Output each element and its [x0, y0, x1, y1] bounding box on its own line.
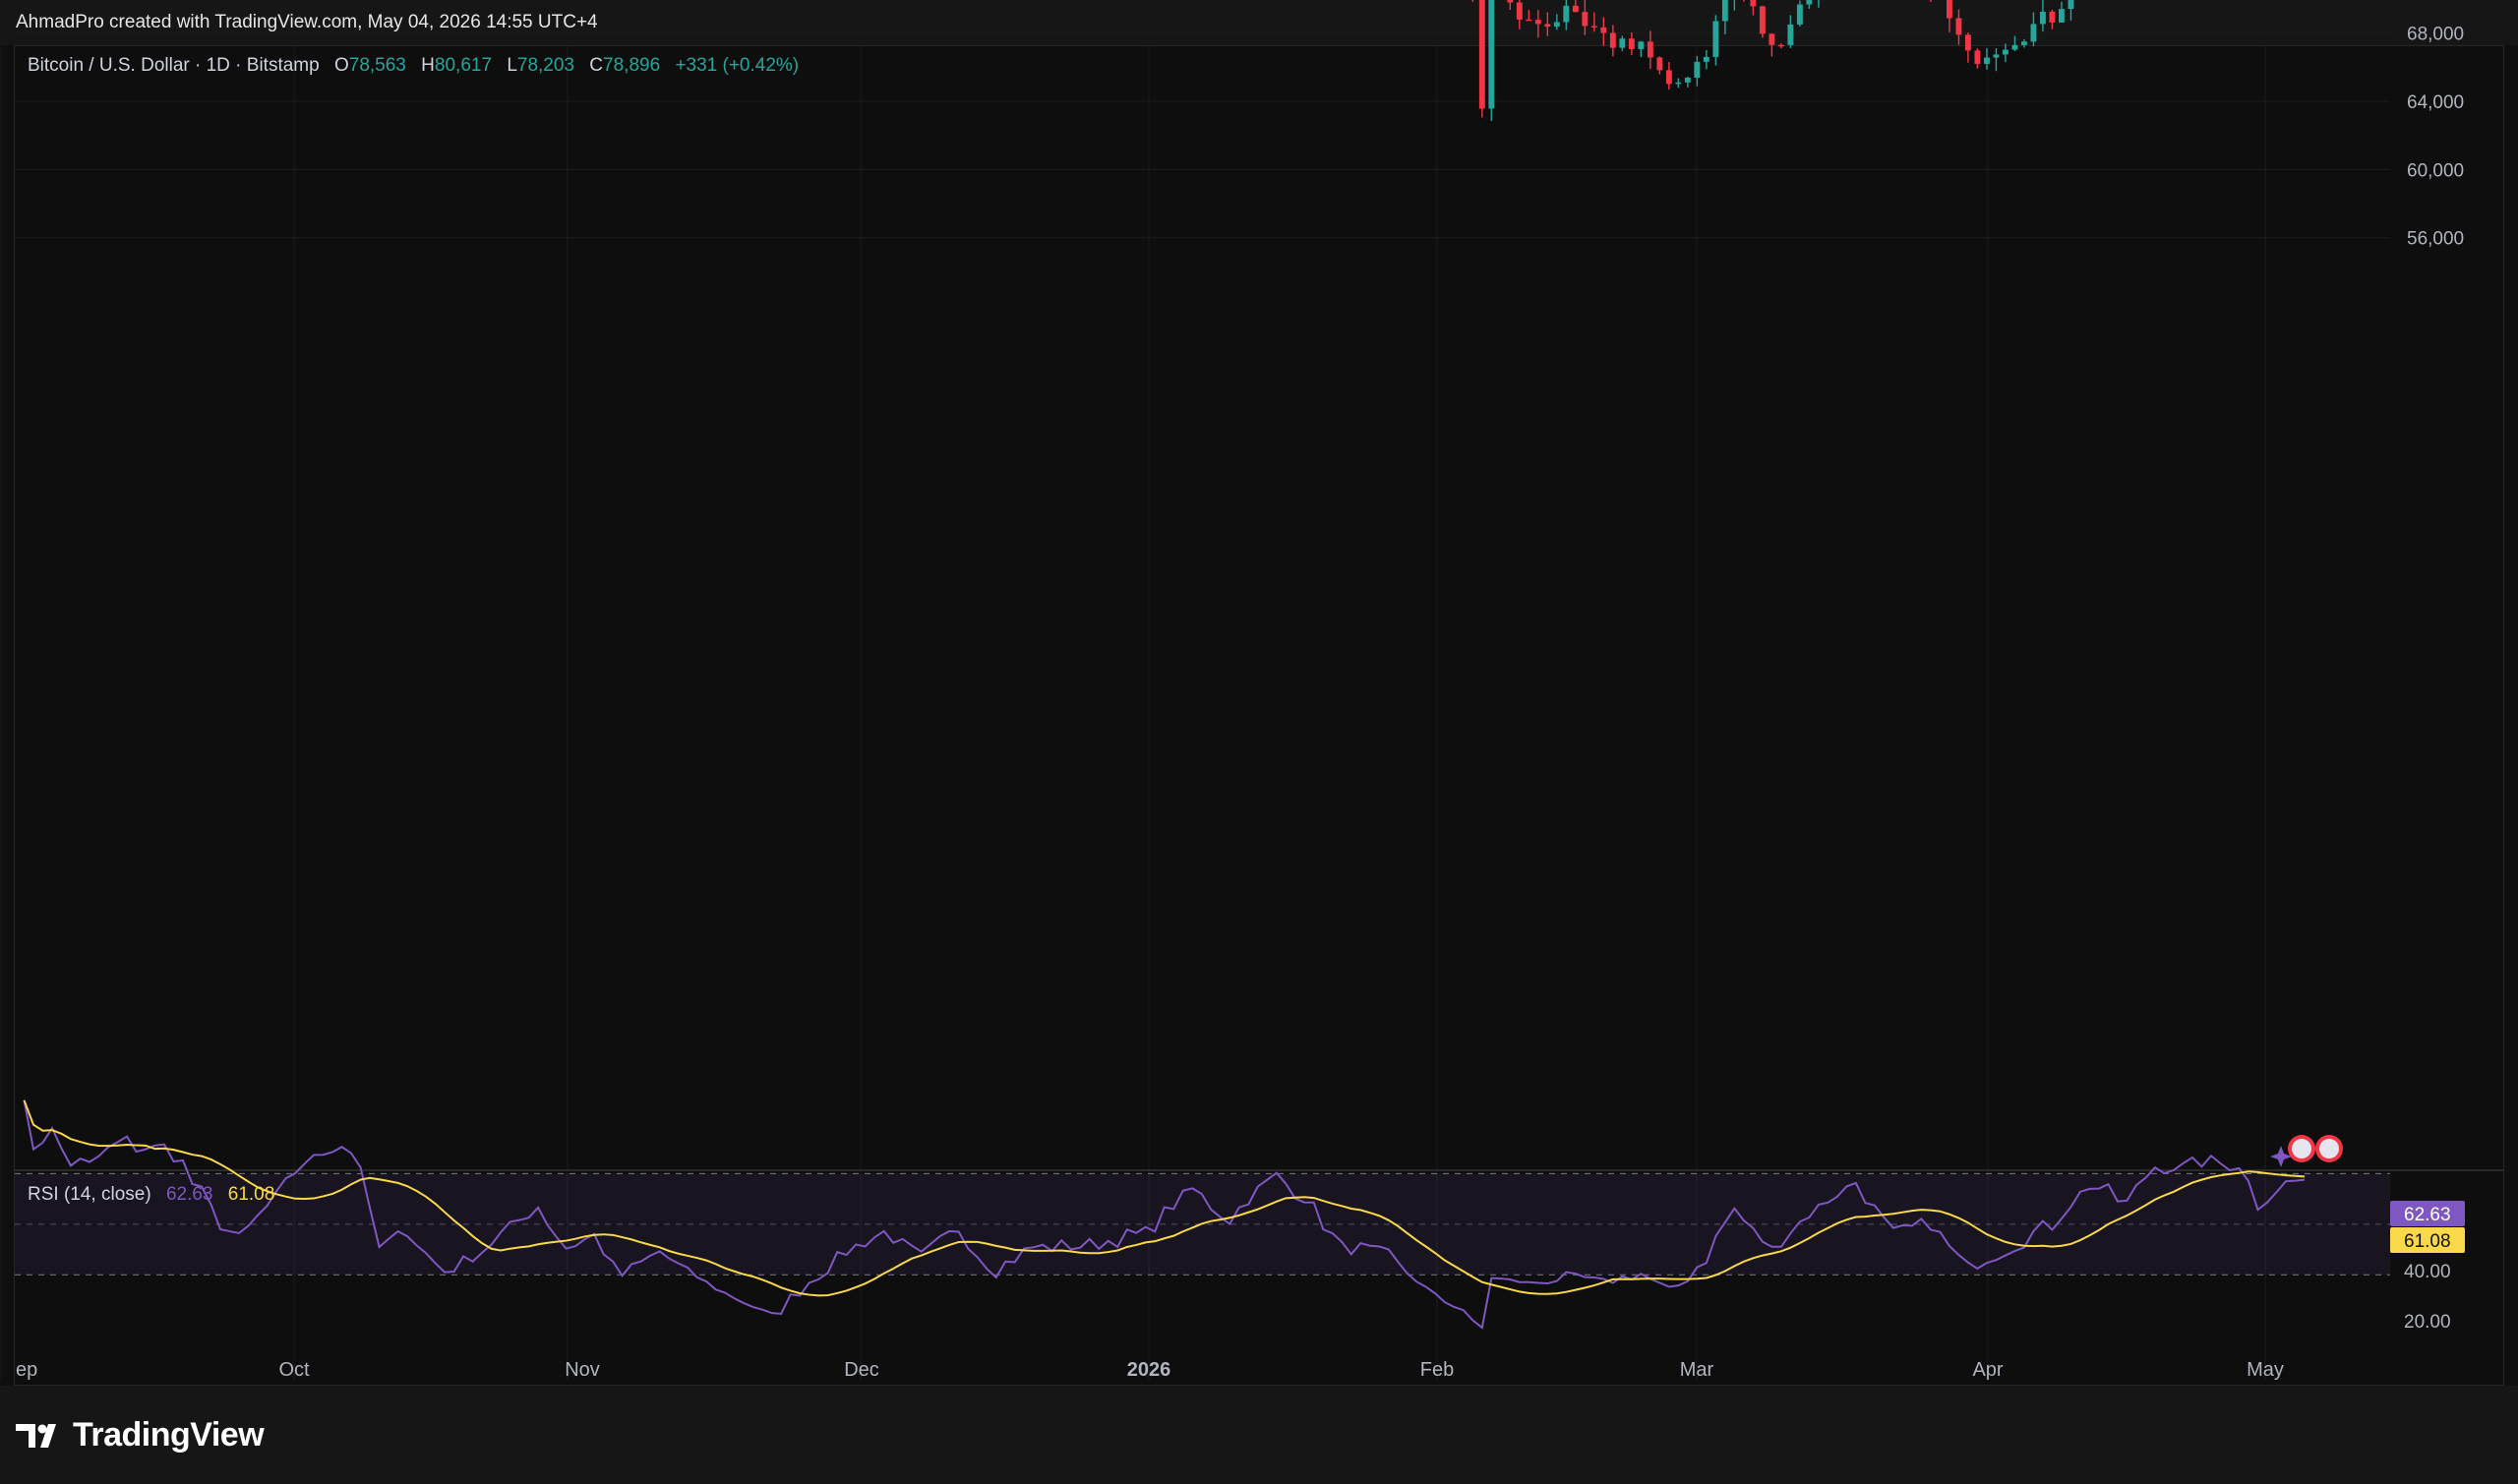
time-tick-label: ep	[16, 1359, 37, 1381]
candle-down[interactable]	[1974, 50, 1981, 64]
candle-up[interactable]	[1787, 24, 1794, 45]
candle-down[interactable]	[1526, 19, 1532, 22]
candle-down[interactable]	[1590, 26, 1597, 28]
candle-up[interactable]	[2002, 49, 2008, 55]
price-grid	[0, 45, 2390, 1381]
candle-up[interactable]	[1703, 56, 1709, 62]
brand-name: TradingView	[73, 1416, 265, 1454]
candle-up[interactable]	[1553, 22, 1560, 28]
candle-down[interactable]	[1609, 32, 1616, 48]
candle-up[interactable]	[2030, 24, 2037, 42]
symbol-legend: Bitcoin / U.S. Dollar · 1D · Bitstamp O7…	[28, 55, 799, 77]
candle-down[interactable]	[1955, 18, 1962, 35]
us-flag-event-icon-inner	[2319, 1139, 2339, 1158]
time-tick-label: Feb	[1420, 1359, 1454, 1381]
rsi-ma-line	[23, 1099, 2306, 1297]
candle-down[interactable]	[1656, 57, 1663, 71]
top-bar: AhmadPro created with TradingView.com, M…	[0, 0, 2518, 45]
candle-down[interactable]	[1478, 0, 1485, 109]
candle-up[interactable]	[1983, 57, 1990, 64]
brand[interactable]: TradingView	[16, 1416, 265, 1454]
attribution-text: AhmadPro created with TradingView.com, M…	[16, 12, 598, 32]
candle-up[interactable]	[1684, 78, 1691, 83]
candle-down[interactable]	[1665, 70, 1672, 85]
candle-up[interactable]	[1796, 4, 1803, 25]
candle-up[interactable]	[1721, 0, 1728, 22]
rsi-tick-label: 20.00	[2404, 1312, 2451, 1333]
rsi-ma-tag-label: 61.08	[2404, 1231, 2451, 1252]
open-label: O	[333, 55, 349, 76]
price-tick-label: 64,000	[2407, 92, 2464, 113]
high-label: H	[421, 55, 435, 76]
time-tick-label: May	[2247, 1359, 2284, 1381]
rsi-value-tag	[2390, 1201, 2465, 1226]
rsi-line	[23, 1099, 2306, 1330]
candle-down[interactable]	[1750, 0, 1757, 7]
candle-down[interactable]	[1600, 27, 1607, 33]
candle-down[interactable]	[1628, 38, 1635, 49]
low-value: 78,203	[516, 55, 575, 76]
chart-canvas[interactable]: 78,89613:04:07132,000128,000124,000120,0…	[0, 0, 2518, 1386]
time-tick-label: Dec	[844, 1359, 879, 1381]
candle-up[interactable]	[1563, 5, 1570, 23]
rsi-ma-value: 61.08	[227, 1184, 275, 1205]
high-value: 80,617	[434, 55, 493, 76]
candle-up[interactable]	[1993, 54, 2000, 58]
candle-down[interactable]	[1769, 33, 1775, 45]
symbol-title[interactable]: Bitcoin / U.S. Dollar · 1D · Bitstamp	[28, 55, 320, 76]
time-tick-label: Oct	[278, 1359, 310, 1381]
candle-up[interactable]	[2020, 41, 2027, 45]
candle-down[interactable]	[1507, 0, 1514, 3]
candle-down[interactable]	[1516, 2, 1523, 20]
candle-up[interactable]	[1675, 82, 1682, 85]
candle-down[interactable]	[1964, 34, 1971, 51]
time-tick-label: Mar	[1680, 1359, 1714, 1381]
rsi-tick-label: 40.00	[2404, 1262, 2451, 1282]
close-label: C	[589, 55, 604, 76]
candle-down[interactable]	[2049, 11, 2056, 23]
candle-up[interactable]	[1694, 61, 1701, 79]
chart-frame[interactable]	[14, 45, 2504, 1386]
candle-up[interactable]	[2068, 0, 2074, 10]
candles	[1471, 0, 2074, 122]
sparkle-icon	[2270, 1146, 2292, 1167]
change-value: +331 (+0.42%)	[675, 55, 800, 76]
tradingview-logo-icon	[16, 1423, 56, 1448]
candle-up[interactable]	[1619, 38, 1626, 48]
candle-down[interactable]	[1647, 41, 1653, 58]
rsi-title[interactable]: RSI (14, close)	[28, 1184, 151, 1205]
time-tick-label: Nov	[565, 1359, 600, 1381]
candle-up[interactable]	[1488, 0, 1495, 109]
bottom-bar	[0, 1386, 2518, 1484]
candle-down[interactable]	[1582, 12, 1589, 27]
candle-up[interactable]	[1638, 41, 1645, 49]
candle-up[interactable]	[2059, 9, 2065, 23]
rsi-tag-label: 62.63	[2404, 1205, 2451, 1225]
candle-down[interactable]	[1777, 44, 1784, 47]
us-flag-event-icon-inner	[2292, 1139, 2311, 1158]
candle-down[interactable]	[1544, 24, 1551, 28]
candle-down[interactable]	[1572, 5, 1579, 13]
candle-up[interactable]	[2039, 11, 2046, 25]
candle-up[interactable]	[1806, 0, 1813, 5]
time-tick-label: 2026	[1127, 1359, 1171, 1381]
price-tick-label: 56,000	[2407, 229, 2464, 250]
candle-up[interactable]	[1712, 21, 1719, 57]
candle-up[interactable]	[2011, 44, 2018, 50]
close-value: 78,896	[603, 55, 661, 76]
rsi-legend: RSI (14, close) 62.63 61.08	[28, 1184, 274, 1206]
time-tick-label: Apr	[1972, 1359, 2003, 1381]
open-value: 78,563	[348, 55, 406, 76]
low-label: L	[507, 55, 517, 76]
price-tick-label: 68,000	[2407, 25, 2464, 45]
candle-down[interactable]	[1759, 6, 1766, 34]
price-tick-label: 60,000	[2407, 160, 2464, 181]
candle-down[interactable]	[1946, 0, 1952, 19]
candle-down[interactable]	[1534, 20, 1541, 25]
rsi-ma-tag	[2390, 1227, 2465, 1253]
rsi-value: 62.63	[165, 1184, 213, 1205]
